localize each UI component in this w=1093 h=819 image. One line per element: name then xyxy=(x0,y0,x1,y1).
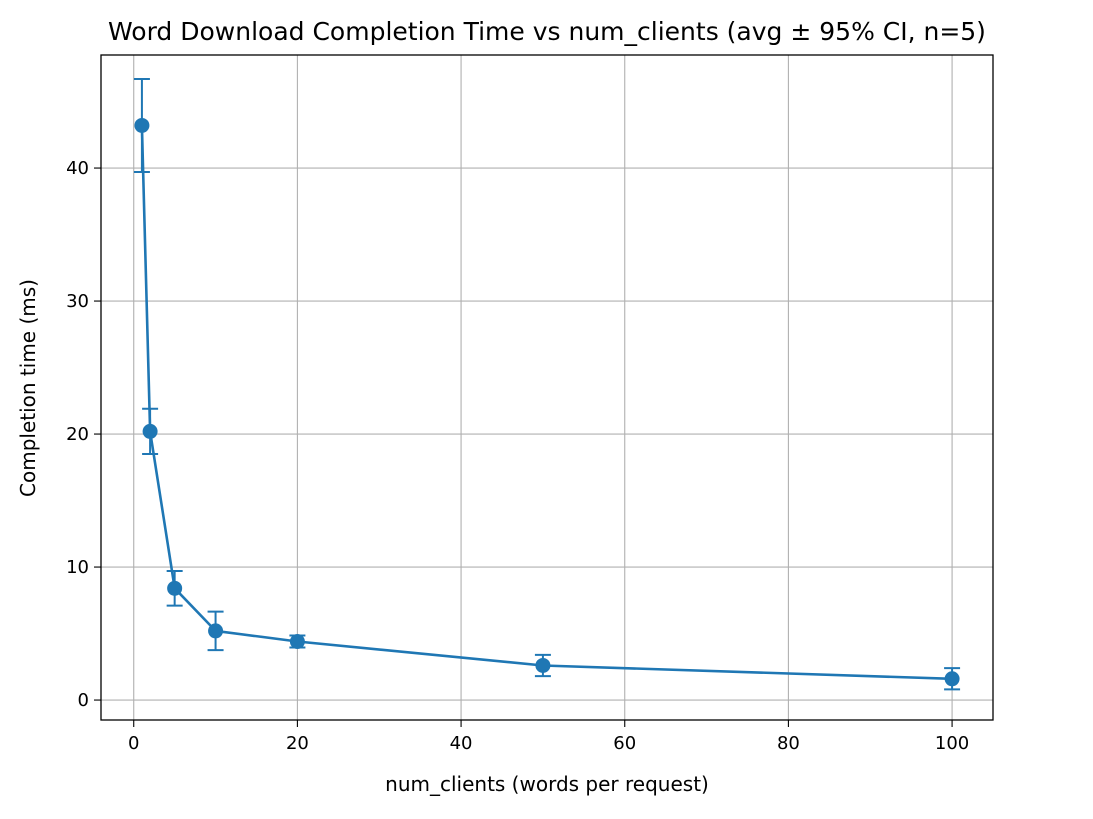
x-tick-label: 100 xyxy=(935,733,969,754)
data-point xyxy=(208,623,224,639)
data-point xyxy=(134,117,150,133)
data-point xyxy=(167,580,183,596)
plot-area-frame xyxy=(100,54,994,721)
x-axis-label: num_clients (words per request) xyxy=(385,772,709,796)
x-tick-label: 20 xyxy=(286,733,309,754)
y-tick-label: 20 xyxy=(66,424,89,445)
y-tick-label: 40 xyxy=(66,158,89,179)
x-tick-label: 0 xyxy=(128,733,139,754)
x-tick-label: 60 xyxy=(613,733,636,754)
chart-title: Word Download Completion Time vs num_cli… xyxy=(108,17,986,46)
axis-ticks: 0 20 40 60 80 100 0 10 20 30 40 xyxy=(66,158,969,754)
data-point xyxy=(289,634,305,650)
y-tick-label: 10 xyxy=(66,557,89,578)
y-tick-label: 0 xyxy=(78,690,89,711)
data-series xyxy=(133,77,961,691)
data-point xyxy=(142,423,158,439)
y-axis-label: Completion time (ms) xyxy=(16,279,40,497)
data-point xyxy=(944,671,960,687)
grid xyxy=(101,55,993,720)
x-tick-label: 40 xyxy=(450,733,473,754)
data-point xyxy=(535,657,551,673)
x-tick-label: 80 xyxy=(777,733,800,754)
y-tick-label: 30 xyxy=(66,291,89,312)
